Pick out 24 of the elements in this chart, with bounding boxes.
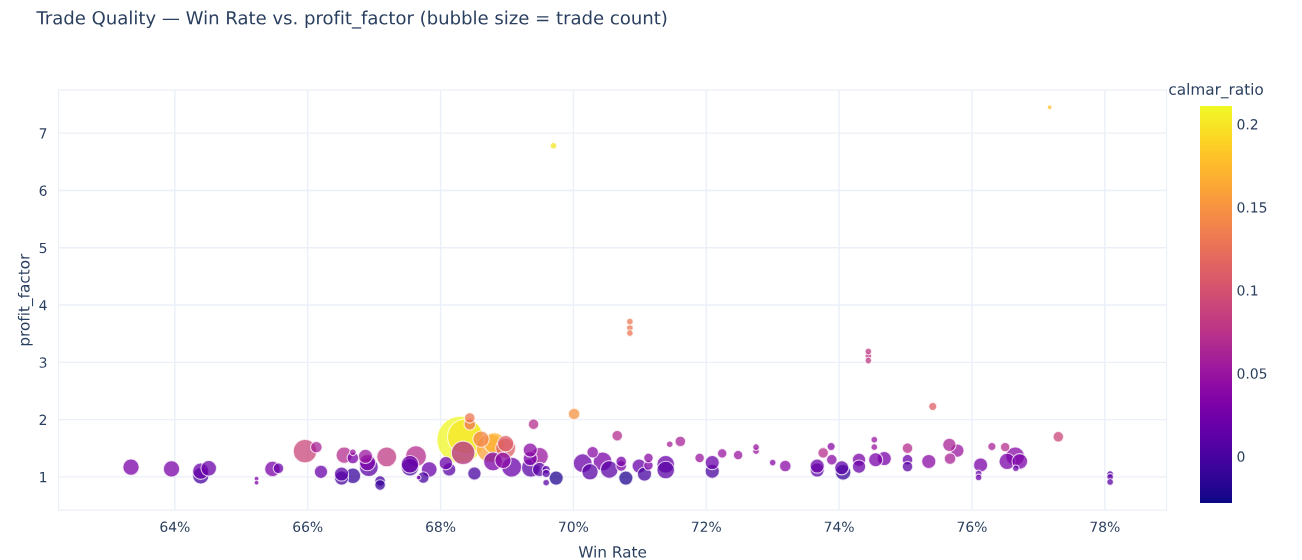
- y-tick-label: 3: [39, 357, 47, 368]
- x-tick-label: 70%: [559, 521, 589, 533]
- x-tick-label: 66%: [293, 521, 323, 533]
- x-tick-label: 64%: [160, 521, 190, 533]
- color-bar-title: calmar_ratio: [1169, 83, 1263, 99]
- y-tick-label: 6: [39, 185, 47, 196]
- chart-title: Trade Quality — Win Rate vs. profit_factor (bubble size = trade count): [36, 10, 667, 29]
- y-tick-label: 5: [39, 242, 47, 254]
- y-tick-label: 4: [39, 300, 47, 311]
- x-axis-title: Win Rate: [578, 545, 647, 558]
- color-bar-label: 0: [1237, 451, 1245, 462]
- y-tick-label: 7: [39, 128, 47, 139]
- color-bar-label: 0.2: [1237, 119, 1258, 130]
- x-tick-label: 72%: [691, 521, 721, 533]
- y-tick-label: 2: [39, 414, 47, 425]
- x-tick-label: 78%: [1090, 521, 1120, 533]
- x-tick-label: 74%: [824, 521, 854, 533]
- color-bar-label: 0.05: [1237, 368, 1267, 379]
- x-tick-label: 68%: [426, 521, 456, 533]
- x-tick-label: 76%: [957, 521, 987, 533]
- y-axis-title: profit_factor: [17, 253, 34, 346]
- color-bar-label: 0.15: [1237, 202, 1267, 213]
- color-bar-label: 0.1: [1237, 285, 1258, 296]
- y-tick-label: 1: [40, 472, 47, 483]
